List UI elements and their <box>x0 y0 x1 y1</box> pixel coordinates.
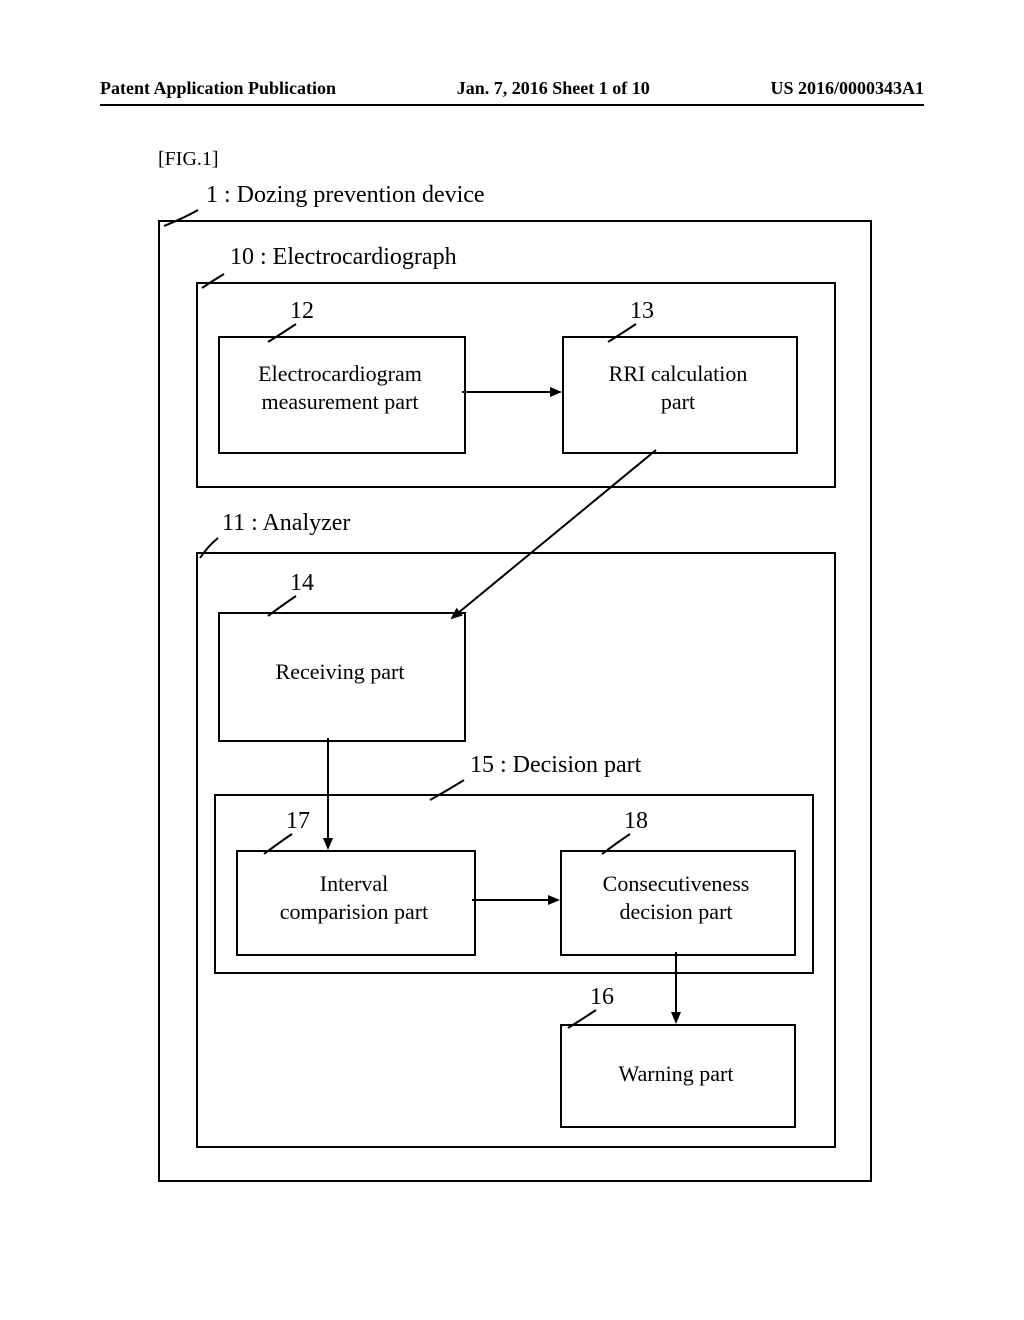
block-17-text: Intervalcomparision part <box>236 870 472 925</box>
label-18: 18 <box>624 808 648 835</box>
header-center: Jan. 7, 2016 Sheet 1 of 10 <box>457 78 650 99</box>
header-left: Patent Application Publication <box>100 78 336 99</box>
block-18-text: Consecutivenessdecision part <box>560 870 792 925</box>
header-rule <box>100 104 924 106</box>
label-17: 17 <box>286 808 310 835</box>
block-14-text: Receiving part <box>218 658 462 686</box>
label-15: 15 : Decision part <box>470 752 641 779</box>
label-12: 12 <box>290 298 314 325</box>
block-12-text: Electrocardiogrammeasurement part <box>218 360 462 415</box>
block-16-text: Warning part <box>560 1060 792 1088</box>
block-13-text: RRI calculationpart <box>562 360 794 415</box>
label-11: 11 : Analyzer <box>222 510 350 537</box>
fig-label: [FIG.1] <box>158 148 219 171</box>
label-13: 13 <box>630 298 654 325</box>
header: Patent Application Publication Jan. 7, 2… <box>0 78 1024 99</box>
label-10: 10 : Electrocardiograph <box>230 244 457 271</box>
header-right: US 2016/0000343A1 <box>770 78 924 99</box>
label-16: 16 <box>590 984 614 1011</box>
label-14: 14 <box>290 570 314 597</box>
label-1: 1 : Dozing prevention device <box>206 182 485 209</box>
page: Patent Application Publication Jan. 7, 2… <box>0 0 1024 1320</box>
